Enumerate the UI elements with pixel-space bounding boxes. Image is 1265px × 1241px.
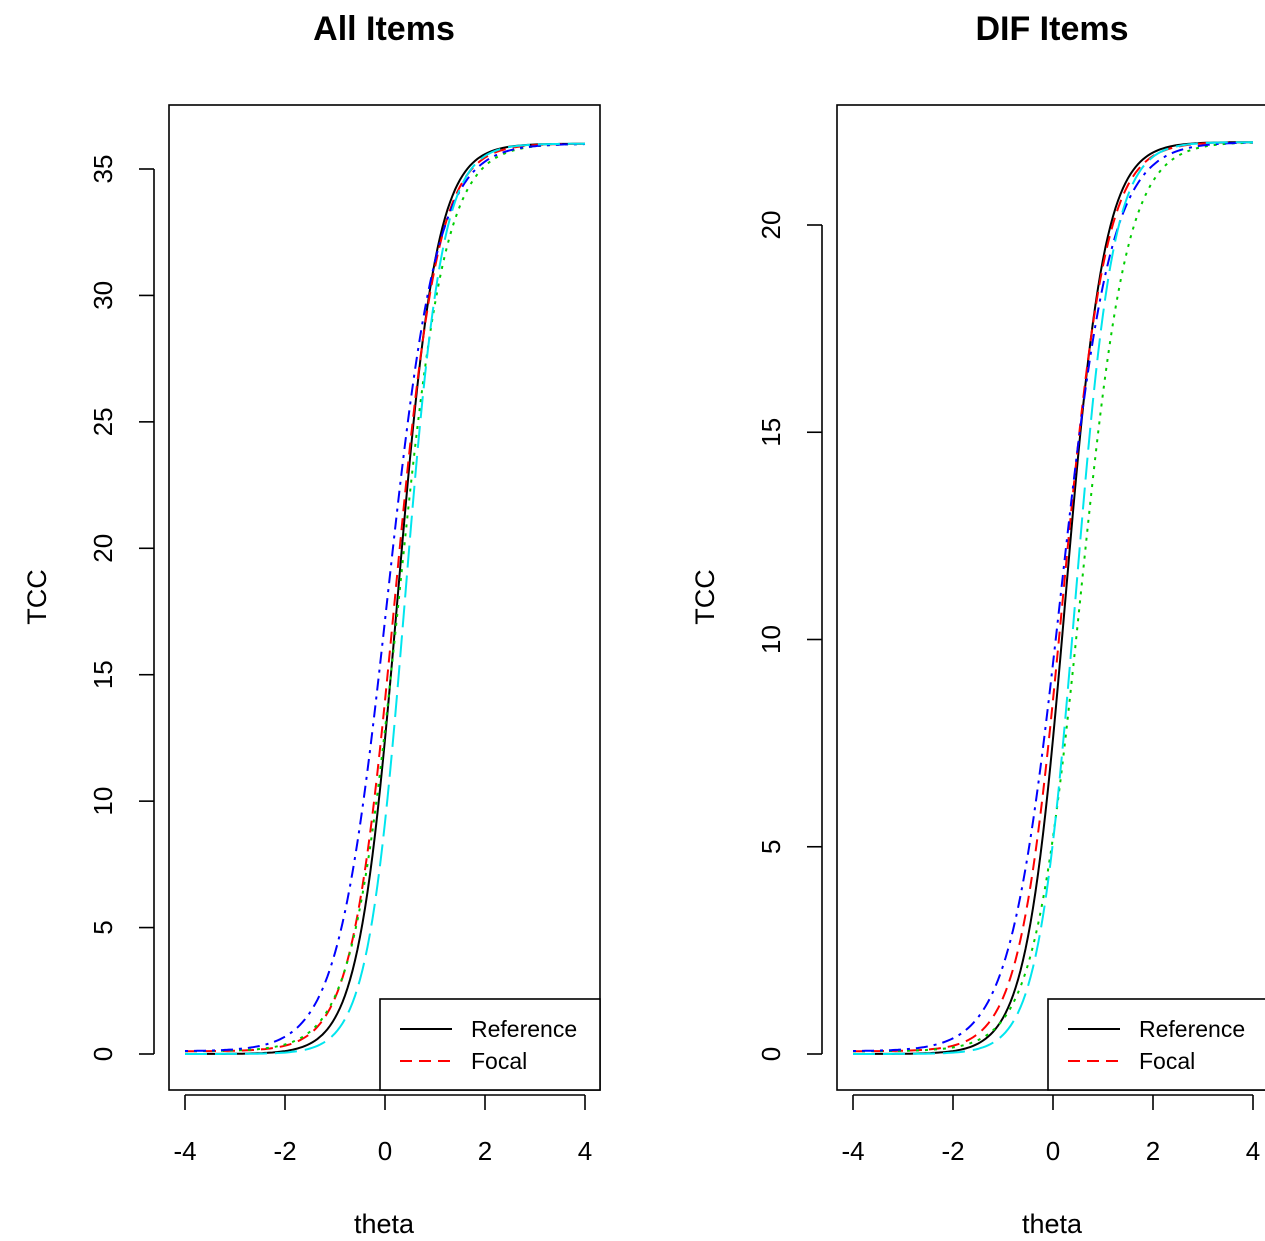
legend-label-focal: Focal <box>471 1048 527 1074</box>
legend-label-reference: Reference <box>471 1016 577 1042</box>
x-tick-label: -2 <box>273 1136 296 1166</box>
y-tick-label: 10 <box>88 787 118 816</box>
y-tick-label: 15 <box>88 660 118 689</box>
y-tick-label: 35 <box>88 155 118 184</box>
x-tick-label: -2 <box>941 1136 964 1166</box>
plot-title: DIF Items <box>975 10 1128 48</box>
x-tick-label: 0 <box>378 1136 392 1166</box>
x-tick-label: 4 <box>578 1136 592 1166</box>
y-tick-label: 30 <box>88 281 118 310</box>
y-tick-label: 5 <box>756 840 786 854</box>
legend: Reference Focal <box>1048 999 1265 1090</box>
x-axis-label: theta <box>354 1209 415 1239</box>
x-tick-label: 2 <box>1146 1136 1160 1166</box>
legend: Reference Focal <box>380 999 600 1090</box>
y-tick-label: 25 <box>88 407 118 436</box>
legend-box <box>380 999 600 1090</box>
legend-box <box>1048 999 1265 1090</box>
legend-label-focal: Focal <box>1139 1048 1195 1074</box>
legend-label-reference: Reference <box>1139 1016 1245 1042</box>
x-tick-label: 2 <box>478 1136 492 1166</box>
y-tick-label: 5 <box>88 920 118 934</box>
y-tick-label: 10 <box>756 625 786 654</box>
x-axis-label: theta <box>1022 1209 1083 1239</box>
y-tick-label: 20 <box>756 211 786 240</box>
y-tick-label: 0 <box>756 1047 786 1061</box>
y-tick-label: 0 <box>88 1047 118 1061</box>
y-tick-label: 15 <box>756 418 786 447</box>
x-tick-label: 4 <box>1246 1136 1260 1166</box>
plot-title: All Items <box>313 10 455 48</box>
x-tick-label: -4 <box>173 1136 196 1166</box>
x-tick-label: 0 <box>1046 1136 1060 1166</box>
y-axis-label: TCC <box>690 569 720 625</box>
y-tick-label: 20 <box>88 534 118 563</box>
y-axis-label: TCC <box>22 569 52 625</box>
x-tick-label: -4 <box>841 1136 864 1166</box>
